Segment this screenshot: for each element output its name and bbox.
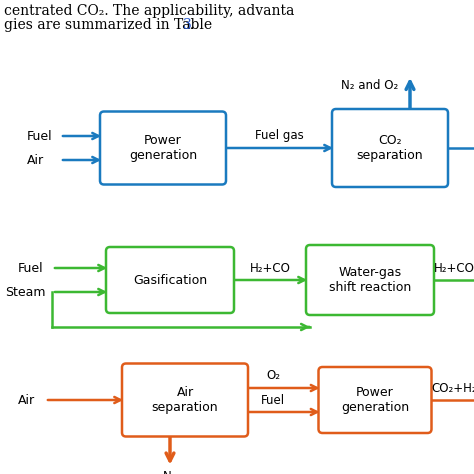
- Text: Fuel gas: Fuel gas: [255, 129, 303, 142]
- Text: centrated CO₂. The applicability, advanta: centrated CO₂. The applicability, advant…: [4, 4, 294, 18]
- FancyBboxPatch shape: [100, 111, 226, 184]
- Text: CO₂
separation: CO₂ separation: [357, 134, 423, 162]
- FancyBboxPatch shape: [319, 367, 431, 433]
- Text: Fuel: Fuel: [27, 129, 53, 143]
- Text: Air
separation: Air separation: [152, 386, 219, 414]
- Text: Gasification: Gasification: [133, 273, 207, 286]
- Text: H₂+CO: H₂+CO: [250, 262, 291, 275]
- FancyBboxPatch shape: [306, 245, 434, 315]
- FancyBboxPatch shape: [332, 109, 448, 187]
- FancyBboxPatch shape: [106, 247, 234, 313]
- Text: Fuel: Fuel: [18, 262, 44, 274]
- Text: .: .: [190, 18, 194, 32]
- Text: Fuel: Fuel: [261, 394, 285, 407]
- Text: Power
generation: Power generation: [129, 134, 197, 162]
- Text: gies are summarized in Table: gies are summarized in Table: [4, 18, 217, 32]
- Text: N₂: N₂: [163, 470, 177, 474]
- FancyBboxPatch shape: [122, 364, 248, 437]
- Text: Water-gas
shift reaction: Water-gas shift reaction: [329, 266, 411, 294]
- Text: CO₂+H₂O: CO₂+H₂O: [431, 382, 474, 395]
- Text: O₂: O₂: [266, 369, 280, 382]
- Text: Steam: Steam: [5, 285, 46, 299]
- Text: Air: Air: [18, 393, 35, 407]
- Text: Air: Air: [27, 154, 44, 166]
- Text: 3: 3: [183, 18, 192, 32]
- Text: H₂+CO₂: H₂+CO₂: [434, 262, 474, 275]
- Text: N₂ and O₂: N₂ and O₂: [341, 79, 398, 91]
- Text: Power
generation: Power generation: [341, 386, 409, 414]
